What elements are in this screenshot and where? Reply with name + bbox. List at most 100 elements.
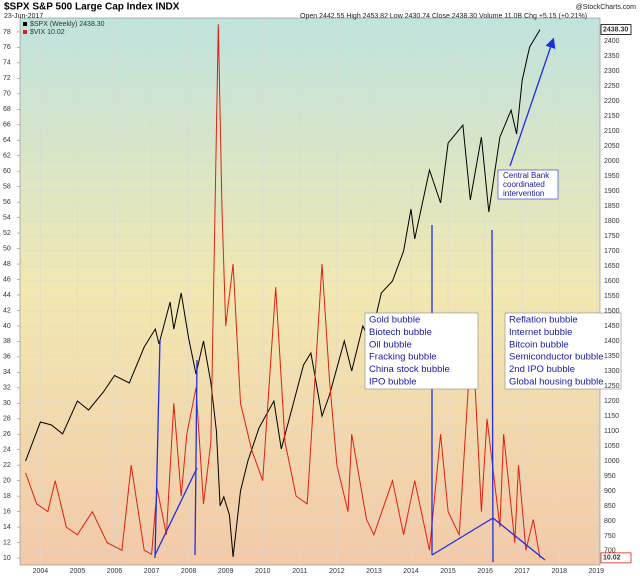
annotation: Global housing bubble (509, 377, 604, 388)
y-tick-label: 32 (3, 385, 11, 392)
x-tick-label: 2010 (255, 568, 271, 575)
x-tick-label: 2019 (589, 568, 605, 575)
y-tick-label: 30 (3, 400, 11, 407)
annotation: 2nd IPO bubble (509, 364, 575, 375)
y-tick-label: 42 (3, 307, 11, 314)
y2-tick-label: 2350 (604, 53, 620, 60)
x-tick-label: 2018 (551, 568, 567, 575)
annotation: Fracking bubble (369, 352, 437, 363)
y2-tick-label: 2100 (604, 128, 620, 135)
annotation: Central Bank (503, 171, 550, 180)
y2-tick-label: 1450 (604, 323, 620, 330)
y-tick-label: 52 (3, 230, 11, 237)
y-tick-label: 54 (3, 214, 11, 221)
y-tick-label: 36 (3, 354, 11, 361)
y-tick-label: 58 (3, 184, 11, 191)
y2-tick-label: 1500 (604, 308, 620, 315)
y-tick-label: 66 (3, 122, 11, 129)
y-tick-label: 50 (3, 245, 11, 252)
annotation: China stock bubble (369, 364, 450, 375)
note-box (497, 169, 559, 200)
value-tag (600, 24, 632, 36)
y2-tick-label: 900 (604, 488, 616, 495)
legend-swatch (23, 22, 27, 26)
y-tick-label: 72 (3, 75, 11, 82)
y2-tick-label: 800 (604, 518, 616, 525)
series-line (25, 29, 541, 557)
y-tick-label: 76 (3, 44, 11, 51)
annotation: Bitcoin bubble (509, 339, 569, 350)
y-tick-label: 22 (3, 462, 11, 469)
y-tick-label: 62 (3, 153, 11, 160)
y-tick-label: 56 (3, 199, 11, 206)
annotation: coordinated (503, 180, 545, 189)
value-tag (600, 552, 632, 564)
y2-tick-label: 1900 (604, 188, 620, 195)
y-tick-label: 74 (3, 60, 11, 67)
y2-tick-label: 2300 (604, 68, 620, 75)
y-tick-label: 10 (3, 555, 11, 562)
annotation: Internet bubble (509, 327, 572, 338)
y2-tick-label: 1550 (604, 293, 620, 300)
note-box (364, 312, 479, 390)
y2-tick-label: 750 (604, 533, 616, 540)
y-tick-label: 70 (3, 91, 11, 98)
y2-tick-label: 850 (604, 503, 616, 510)
y2-tick-label: 1600 (604, 278, 620, 285)
y-tick-label: 12 (3, 539, 11, 546)
x-tick-label: 2016 (477, 568, 493, 575)
legend-label: $VIX 10.02 (30, 29, 65, 36)
y2-tick-label: 2050 (604, 143, 620, 150)
y2-tick-label: 1150 (604, 413, 619, 420)
note-box (504, 312, 622, 390)
y-tick-label: 44 (3, 292, 11, 299)
y-tick-label: 68 (3, 106, 11, 113)
y-tick-label: 14 (3, 524, 11, 531)
y-tick-label: 16 (3, 508, 11, 515)
x-tick-label: 2005 (70, 568, 86, 575)
y-tick-label: 20 (3, 478, 11, 485)
annotation-lines (154, 37, 556, 563)
value-label: 2438.30 (603, 26, 628, 33)
y2-tick-label: 1250 (604, 383, 620, 390)
legend-label: $SPX (Weekly) 2438.30 (30, 21, 105, 28)
y2-tick-label: 2250 (604, 83, 620, 90)
y2-tick-label: 1350 (604, 353, 620, 360)
x-tick-label: 2011 (292, 568, 307, 575)
y-tick-label: 28 (3, 416, 11, 423)
y2-tick-label: 1650 (604, 263, 620, 270)
y2-tick-label: 1050 (604, 443, 620, 450)
annotation: intervention (503, 189, 544, 198)
y-tick-label: 26 (3, 431, 11, 438)
y-tick-label: 38 (3, 338, 11, 345)
x-tick-label: 2004 (33, 568, 49, 575)
y-tick-label: 40 (3, 323, 11, 330)
x-tick-label: 2008 (181, 568, 197, 575)
y2-tick-label: 1300 (604, 368, 620, 375)
y2-tick-label: 1850 (604, 203, 620, 210)
x-tick-label: 2015 (440, 568, 456, 575)
x-tick-label: 2017 (514, 568, 530, 575)
annotation: IPO bubble (369, 377, 417, 388)
y2-tick-label: 1800 (604, 218, 620, 225)
y2-tick-label: 2200 (604, 98, 620, 105)
y-tick-label: 78 (3, 29, 11, 36)
y-tick-label: 60 (3, 168, 11, 175)
y-tick-label: 34 (3, 369, 11, 376)
y2-tick-label: 700 (604, 548, 616, 555)
annotation: Semiconductor bubble (509, 352, 604, 363)
annotation: Gold bubble (369, 315, 420, 326)
y2-tick-label: 1750 (604, 233, 620, 240)
date: 23-Jun-2017 (4, 13, 43, 20)
x-tick-label: 2013 (366, 568, 382, 575)
value-label: 10.02 (603, 555, 621, 562)
y-tick-label: 48 (3, 261, 11, 268)
annotation: Reflation bubble (509, 315, 578, 326)
annotation: Oil bubble (369, 339, 412, 350)
y2-tick-label: 2150 (604, 113, 620, 120)
x-tick-label: 2006 (107, 568, 123, 575)
x-tick-label: 2009 (218, 568, 234, 575)
y2-tick-label: 1200 (604, 398, 620, 405)
y2-tick-label: 1000 (604, 458, 620, 465)
